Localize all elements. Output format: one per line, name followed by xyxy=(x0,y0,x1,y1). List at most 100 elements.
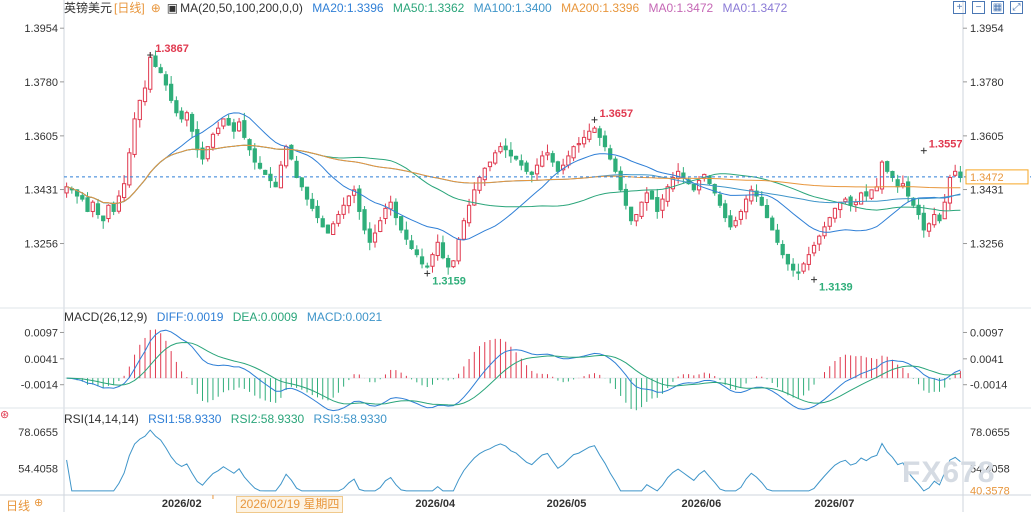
candle-body xyxy=(691,183,696,191)
rsi-label: RSI(14,14,14) xyxy=(64,412,139,426)
candle-body xyxy=(127,152,132,186)
candle-body xyxy=(336,214,341,224)
candle-body xyxy=(210,133,216,148)
candle-body xyxy=(294,160,299,179)
candle-body xyxy=(179,110,184,120)
candle-body xyxy=(545,152,550,156)
candle-body xyxy=(257,162,263,169)
candle-body xyxy=(926,223,932,232)
candle-body xyxy=(639,201,644,217)
candle-body xyxy=(529,171,534,175)
candle-body xyxy=(231,122,236,132)
candle-body xyxy=(602,135,608,148)
candle-body xyxy=(121,183,127,199)
candle-body xyxy=(937,214,942,222)
candle-body xyxy=(263,169,268,175)
macd-tick-label-right: 0.0097 xyxy=(970,327,1004,339)
candle-body xyxy=(184,112,189,121)
rsi-tick-label-left: 54.4058 xyxy=(18,464,58,476)
candle-body xyxy=(634,214,639,222)
candle-body xyxy=(613,158,618,172)
price-tick-label-right: 1.3954 xyxy=(970,23,1004,35)
candle-body xyxy=(461,220,466,240)
candle-body xyxy=(341,204,346,215)
candle-body xyxy=(895,179,900,188)
candle-body xyxy=(378,220,383,233)
macd-tick-label-right: 0.0041 xyxy=(970,354,1004,366)
ma50-value: MA50:1.3362 xyxy=(392,1,465,15)
rsi-tick-label-right: 54.4058 xyxy=(970,464,1010,476)
zoom-out-icon[interactable]: − xyxy=(972,1,985,14)
candle-body xyxy=(770,217,775,231)
candle-body xyxy=(299,177,304,188)
candle-body xyxy=(419,256,425,265)
period-label[interactable]: [日线] xyxy=(114,1,145,15)
candle-body xyxy=(466,204,472,224)
price-tick-label-left: 1.3780 xyxy=(24,77,58,89)
price-tick-label-left: 1.3954 xyxy=(24,23,58,35)
rsi-tick-label-left: 78.0655 xyxy=(18,427,58,439)
candle-body xyxy=(947,177,953,204)
candle-body xyxy=(524,162,529,172)
ma0-value-2: MA0:1.3472 xyxy=(722,1,788,15)
candle-body xyxy=(811,244,817,254)
candle-body xyxy=(775,229,780,243)
price-legend: 英镑美元 [日线] ⊕ ▣ MA(20,50,100,200,0,0) MA20:1.3… xyxy=(64,0,793,16)
candle-body xyxy=(670,177,676,190)
zoom-in-icon[interactable]: + xyxy=(953,1,966,14)
rsi-plot xyxy=(66,429,961,492)
candle-body xyxy=(534,164,540,175)
alert-icon[interactable]: ⊛ xyxy=(0,409,10,421)
toolbar-icons: + − ▦ ⤢ xyxy=(953,1,1023,14)
candle-body xyxy=(477,177,482,191)
candle-body xyxy=(430,254,435,267)
ma-label: MA(20,50,100,200,0,0) xyxy=(180,1,303,15)
candle-body xyxy=(879,161,885,190)
candle-body xyxy=(587,130,592,140)
candle-body xyxy=(864,191,869,197)
dropdown-icon: ⊕ xyxy=(34,497,44,509)
candle-body xyxy=(754,190,759,197)
candle-body xyxy=(817,235,822,245)
candle-body xyxy=(566,155,571,166)
candle-body xyxy=(106,204,111,220)
candle-body xyxy=(310,198,315,209)
macd-diff-value: DIFF:0.0019 xyxy=(156,310,224,324)
candle-body xyxy=(169,83,174,101)
candle-body xyxy=(728,215,733,228)
price-tick-label-left: 1.3605 xyxy=(24,131,58,143)
ma20-line xyxy=(66,112,961,241)
candle-body xyxy=(236,121,242,132)
candle-body xyxy=(843,198,848,203)
x-tick-label: 2026/07 xyxy=(815,498,855,510)
candle-body xyxy=(200,147,205,160)
period-tab[interactable]: 日线 ⊕ xyxy=(0,496,64,513)
x-tick-label: 2026/05 xyxy=(547,498,587,510)
candle-body xyxy=(399,216,404,231)
candle-body xyxy=(493,152,498,164)
rsi-tick-label-right: 40.3578 xyxy=(970,485,1010,497)
ma200-value: MA200:1.3396 xyxy=(561,1,640,15)
candle-body xyxy=(623,188,628,206)
candle-body xyxy=(205,146,210,160)
fullscreen-icon[interactable]: ⤢ xyxy=(1010,1,1023,14)
candle-body xyxy=(90,201,95,212)
candle-body xyxy=(848,196,853,206)
candle-body xyxy=(738,210,743,220)
candle-body xyxy=(576,143,581,146)
price-tick-label-right: 1.3780 xyxy=(970,77,1004,89)
candle-body xyxy=(74,189,80,197)
candle-body xyxy=(64,186,69,194)
ma100-value: MA100:1.3400 xyxy=(473,1,552,15)
grid-icon[interactable]: ▦ xyxy=(991,1,1004,14)
candle-body xyxy=(764,204,770,219)
candle-body xyxy=(853,201,858,206)
ma20-value: MA20:1.3396 xyxy=(312,1,384,15)
settings-icon[interactable]: ⊕ xyxy=(150,1,161,15)
candle-body xyxy=(221,118,226,127)
annotation-label: 1.3867 xyxy=(155,43,189,55)
candle-body xyxy=(195,129,200,151)
candle-body xyxy=(618,170,623,191)
